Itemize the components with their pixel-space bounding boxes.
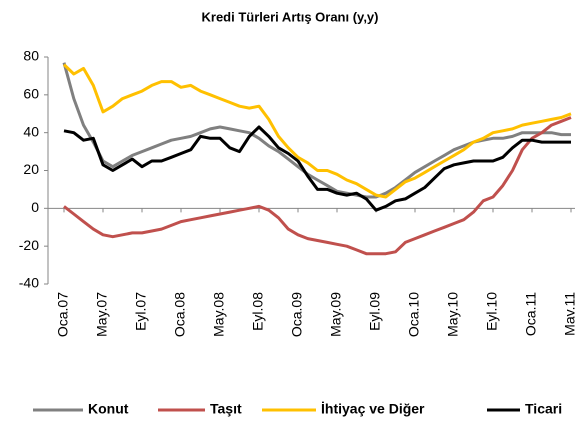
- x-tick-label: Mav.11: [562, 292, 578, 336]
- x-tick-label: Oca.10: [406, 292, 422, 337]
- legend-label: Ticari: [525, 401, 562, 417]
- series-line: [63, 125, 571, 212]
- x-tick-label: Oca.07: [55, 292, 71, 337]
- x-tick-label: May.07: [94, 292, 110, 337]
- y-tick-label: 80: [23, 48, 39, 64]
- series-line: [62, 63, 572, 199]
- y-tick-label: 0: [31, 199, 39, 215]
- y-tick-label: -40: [19, 275, 39, 291]
- y-tick-label: -20: [19, 237, 39, 253]
- x-tick-label: Eyl.08: [250, 292, 266, 331]
- x-tick-label: Eyl.10: [484, 292, 500, 331]
- y-tick-label: 40: [23, 123, 39, 139]
- series-line: [62, 62, 571, 199]
- legend-label: İhtiyaç ve Diğer: [321, 401, 425, 417]
- legend-label: Taşıt: [210, 401, 242, 417]
- legend-label: Konut: [88, 401, 129, 417]
- x-tick-label: May.10: [445, 292, 461, 337]
- chart-title: Kredi Türleri Artış Oranı (y,y): [202, 9, 379, 24]
- y-tick-label: 60: [23, 86, 39, 102]
- x-tick-label: May.09: [328, 292, 344, 337]
- x-tick-label: Eyl.09: [367, 292, 383, 331]
- x-tick-label: Oca.11: [523, 292, 539, 336]
- series-line: [63, 116, 572, 256]
- x-tick-label: May.08: [211, 292, 227, 337]
- x-tick-label: Oca.09: [289, 292, 305, 337]
- y-tick-label: 20: [23, 161, 39, 177]
- x-tick-label: Oca.08: [172, 292, 188, 337]
- x-tick-label: Eyl.07: [133, 292, 149, 331]
